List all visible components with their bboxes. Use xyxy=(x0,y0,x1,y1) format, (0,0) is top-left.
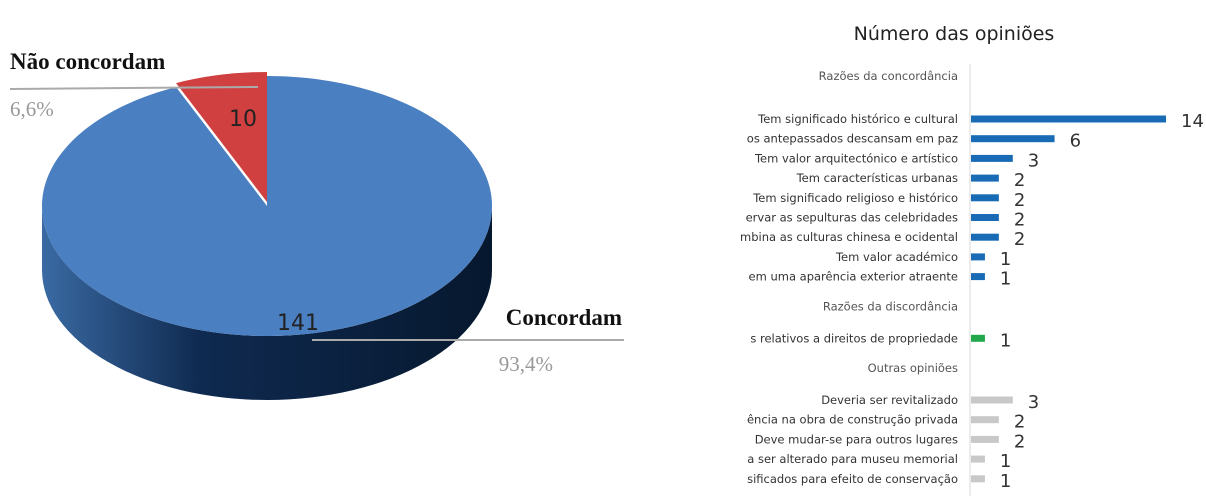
bar-category-label: s relativos a direitos de propriedade xyxy=(750,331,958,345)
bar-category-label: mbina as culturas chinesa e ocidental xyxy=(740,230,958,244)
bar-value-label: 3 xyxy=(1028,392,1039,413)
bar-chart: Número das opiniões Razões da concordânc… xyxy=(740,23,1204,496)
bar-category-label: os antepassados descansam em paz xyxy=(747,132,958,146)
pie-percent-label-agree: 93,4% xyxy=(499,352,553,376)
bar-value-label: 1 xyxy=(1000,451,1011,472)
bar-value-label: 2 xyxy=(1014,431,1025,452)
bar xyxy=(971,475,985,483)
bar xyxy=(971,135,1055,143)
bar-value-label: 1 xyxy=(1000,269,1011,290)
bar-category-label: Tem significado religioso e histórico xyxy=(752,191,958,205)
pie-leader-line-disagree xyxy=(9,86,259,90)
bar-value-label: 14 xyxy=(1181,111,1204,132)
bar-category-label: Tem valor académico xyxy=(835,250,958,264)
pie-value-label-disagree: 10 xyxy=(229,107,257,132)
pie-side-agree xyxy=(42,206,492,400)
bar-group-label: Razões da concordância xyxy=(819,69,958,83)
bar-category-label: ervar as sepulturas das celebridades xyxy=(746,211,958,225)
bar-value-label: 6 xyxy=(1070,131,1081,152)
bar xyxy=(971,273,985,281)
bar xyxy=(971,334,985,342)
bar xyxy=(971,455,985,463)
bar-category-label: sificados para efeito de conservação xyxy=(747,472,958,486)
bar-category-label: Tem valor arquitectónico e artístico xyxy=(754,151,958,165)
pie-category-label-disagree: Não concordam xyxy=(10,49,165,74)
bar-group-label: Razões da discordância xyxy=(823,299,958,313)
bar-category-label: a ser alterado para museu memorial xyxy=(747,452,958,466)
bar-value-label: 2 xyxy=(1014,229,1025,250)
bar-group-label: Outras opiniões xyxy=(868,361,958,375)
bar-category-label: Deveria ser revitalizado xyxy=(821,393,958,407)
bar-category-label: em uma aparência exterior atraente xyxy=(749,270,958,284)
bar xyxy=(971,115,1166,123)
bar xyxy=(971,435,999,443)
bar-category-label: Deve mudar-se para outros lugares xyxy=(755,432,958,446)
pie-percent-label-disagree: 6,6% xyxy=(10,97,54,121)
bar xyxy=(971,253,985,261)
bar xyxy=(971,233,999,241)
bar xyxy=(971,214,999,221)
bar-value-label: 2 xyxy=(1014,170,1025,191)
bar-value-label: 2 xyxy=(1014,210,1025,231)
bar-value-label: 1 xyxy=(1000,471,1011,492)
bar xyxy=(971,174,999,182)
bar xyxy=(971,416,999,424)
bar-chart-title: Número das opiniões xyxy=(854,23,1055,45)
bar-category-label: ência na obra de construção privada xyxy=(747,413,958,427)
bar-category-label: Tem características urbanas xyxy=(796,171,958,185)
bar-value-label: 2 xyxy=(1014,412,1025,433)
bar xyxy=(971,194,999,202)
bar-category-label: Tem significado histórico e cultural xyxy=(757,112,958,126)
bar xyxy=(971,154,1013,162)
pie-category-label-agree: Concordam xyxy=(506,305,622,330)
pie-value-label-agree: 141 xyxy=(277,311,319,336)
pie-slice-agree xyxy=(41,76,492,336)
bar xyxy=(971,396,1013,404)
bar-value-label: 3 xyxy=(1028,150,1039,171)
bar-value-label: 1 xyxy=(1000,249,1011,270)
bar-value-label: 1 xyxy=(1000,330,1011,351)
pie-slice-disagree xyxy=(176,72,267,202)
bar-value-label: 2 xyxy=(1014,190,1025,211)
pie-chart: Não concordam 6,6% 10 Concordam 93,4% 14… xyxy=(9,49,624,400)
